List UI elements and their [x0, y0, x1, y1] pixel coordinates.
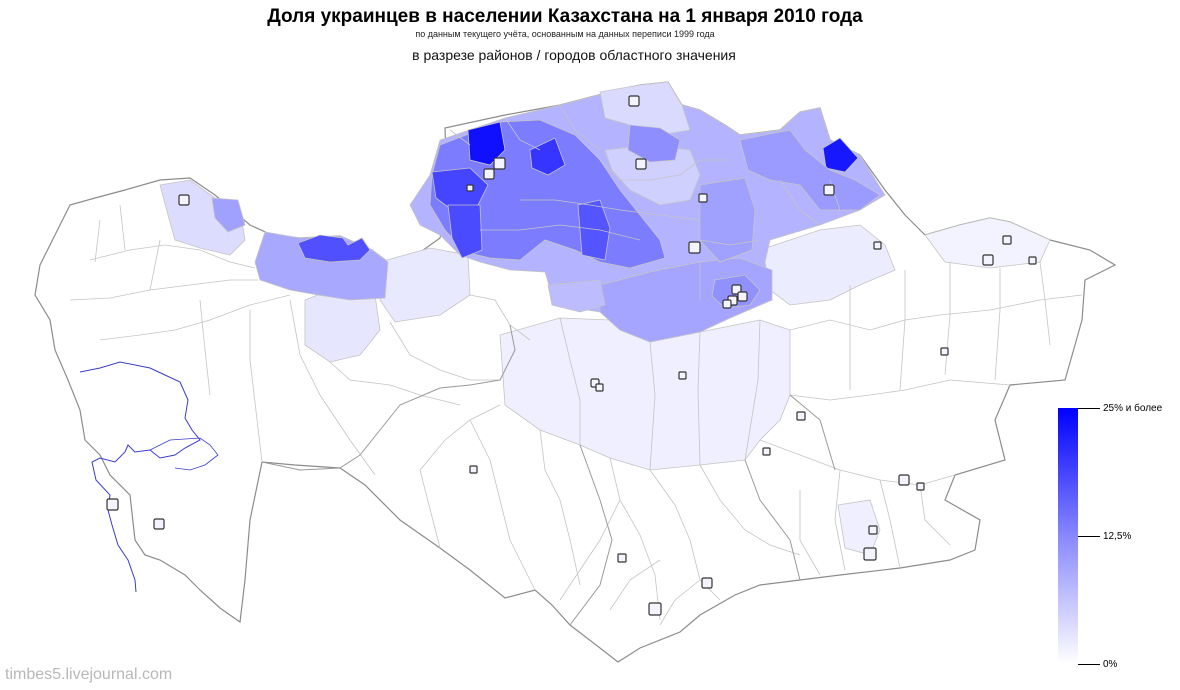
- region-northeast-medium: [739, 129, 881, 211]
- city-marker: [628, 95, 640, 107]
- city-marker: [916, 482, 925, 491]
- legend-tick-bottom: [1078, 664, 1100, 665]
- region-west-upper-2: [211, 197, 246, 233]
- city-marker: [153, 518, 165, 530]
- map-subtitle-units: в разрезе районов / городов областного з…: [412, 47, 736, 63]
- city-markers: [106, 95, 1037, 616]
- region-far-east-pale: [924, 217, 1051, 269]
- legend-label-bottom: 0%: [1103, 659, 1118, 670]
- region-north-dark-5: [577, 199, 611, 261]
- city-marker: [483, 168, 495, 180]
- city-marker: [868, 525, 878, 535]
- region-north-lower: [547, 279, 606, 313]
- watermark: timbes5.livejournal.com: [5, 666, 173, 683]
- city-marker: [898, 474, 910, 486]
- city-marker: [688, 241, 701, 254]
- map-title: Доля украинцев в населении Казахстана на…: [267, 6, 863, 27]
- city-marker: [466, 184, 474, 192]
- city-marker: [595, 383, 604, 392]
- region-northwest-strong: [297, 234, 371, 263]
- region-northeast-dark: [822, 137, 859, 173]
- legend-color-scale: [1058, 408, 1078, 664]
- city-marker: [701, 577, 713, 589]
- city-marker: [940, 347, 949, 356]
- city-marker: [178, 194, 190, 206]
- city-marker: [722, 299, 732, 309]
- map-subtitle: по данным текущего учёта, основанным на …: [415, 29, 715, 39]
- legend-tick-top: [1078, 408, 1100, 409]
- city-marker: [1002, 235, 1012, 245]
- city-marker: [469, 465, 478, 474]
- city-marker: [698, 193, 708, 203]
- city-marker: [762, 447, 771, 456]
- city-marker: [648, 602, 662, 616]
- region-east-light: [759, 224, 896, 306]
- region-north-dark-2: [529, 137, 566, 176]
- city-marker: [823, 184, 835, 196]
- region-north-top-light: [599, 81, 691, 136]
- city-marker: [1028, 256, 1037, 265]
- region-north-center-medium: [627, 124, 681, 163]
- city-marker: [617, 553, 627, 563]
- city-marker: [678, 371, 687, 380]
- oblast-borders: [261, 324, 836, 626]
- aral-shoreline: [149, 437, 219, 471]
- legend-label-top: 25% и более: [1103, 403, 1163, 414]
- city-marker: [796, 411, 806, 421]
- caspian-coastline: [79, 361, 201, 593]
- city-marker: [873, 241, 882, 250]
- legend-tick-middle: [1078, 536, 1100, 537]
- city-marker: [493, 157, 506, 170]
- region-west-pale-2: [379, 247, 471, 323]
- city-marker: [635, 158, 647, 170]
- region-south-pale: [837, 499, 881, 556]
- region-north-dark-4: [447, 204, 483, 259]
- city-marker: [106, 498, 119, 511]
- region-northeast-east: [699, 177, 756, 263]
- city-marker: [982, 254, 994, 266]
- city-marker: [863, 547, 877, 561]
- legend-label-middle: 12,5%: [1103, 531, 1132, 542]
- city-marker: [737, 291, 748, 302]
